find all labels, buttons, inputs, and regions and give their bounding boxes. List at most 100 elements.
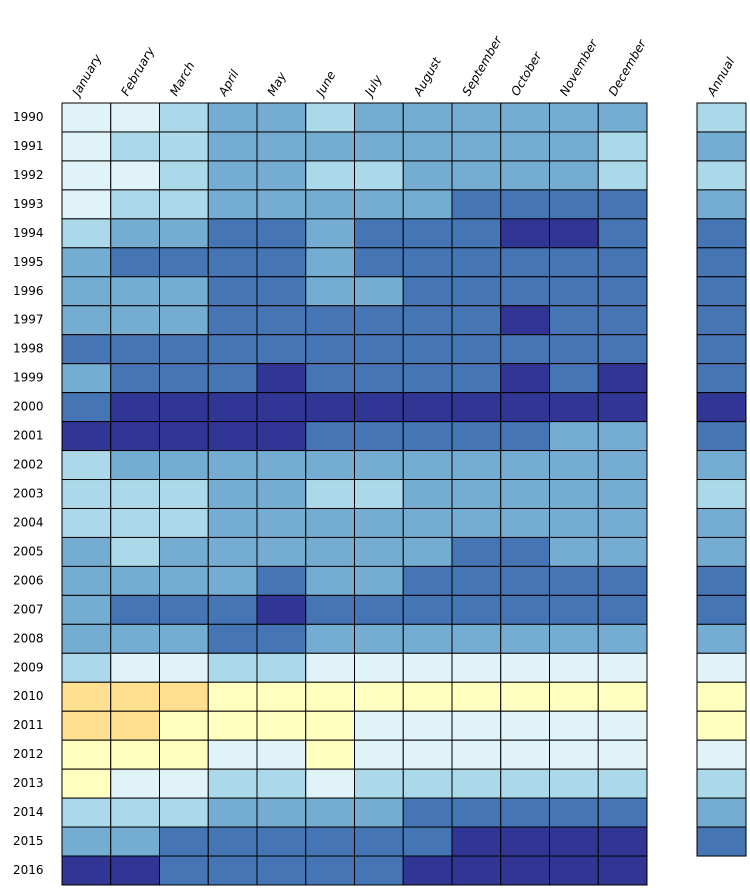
heatmap-cell bbox=[451, 247, 502, 278]
heatmap-cell bbox=[159, 305, 209, 336]
row-label: 2012 bbox=[13, 747, 44, 761]
heatmap-cell bbox=[256, 305, 307, 336]
heatmap-cell bbox=[354, 507, 404, 538]
heatmap-cell bbox=[207, 710, 258, 741]
heatmap-cell bbox=[549, 739, 599, 770]
heatmap-cell bbox=[61, 565, 112, 596]
heatmap-cell bbox=[256, 623, 307, 654]
heatmap-cell bbox=[61, 276, 112, 307]
heatmap-cell bbox=[402, 102, 453, 133]
heatmap-cell bbox=[110, 536, 160, 567]
heatmap-cell bbox=[110, 450, 160, 481]
heatmap-cell bbox=[402, 652, 453, 683]
heatmap-cell bbox=[597, 826, 648, 857]
heatmap-cell bbox=[597, 305, 648, 336]
heatmap-cell bbox=[256, 276, 307, 307]
heatmap-cell bbox=[402, 623, 453, 654]
annual-cell bbox=[696, 565, 747, 596]
heatmap-cell bbox=[159, 739, 209, 770]
heatmap-cell bbox=[207, 623, 258, 654]
annual-cell bbox=[696, 652, 747, 683]
heatmap-cell bbox=[110, 681, 160, 712]
annual-cell bbox=[696, 594, 747, 625]
heatmap-cell bbox=[305, 131, 355, 162]
row-label: 2016 bbox=[13, 863, 44, 877]
heatmap-cell bbox=[305, 797, 355, 828]
row-label: 2005 bbox=[13, 544, 44, 558]
heatmap-cell bbox=[549, 247, 599, 278]
heatmap-cell bbox=[207, 276, 258, 307]
annual-cell bbox=[696, 102, 747, 133]
heatmap-cell bbox=[61, 247, 112, 278]
heatmap-cell bbox=[159, 710, 209, 741]
heatmap-cell bbox=[549, 189, 599, 220]
heatmap-cell bbox=[207, 160, 258, 191]
heatmap-cell bbox=[354, 536, 404, 567]
heatmap-cell bbox=[207, 797, 258, 828]
heatmap-cell bbox=[549, 450, 599, 481]
row-label: 2007 bbox=[13, 602, 44, 616]
heatmap-cell bbox=[354, 565, 404, 596]
heatmap-cell bbox=[451, 305, 502, 336]
heatmap-cell bbox=[61, 160, 112, 191]
column-label: July bbox=[361, 72, 385, 100]
heatmap-cell bbox=[549, 652, 599, 683]
heatmap-cell bbox=[354, 334, 404, 365]
heatmap-cell bbox=[549, 826, 599, 857]
heatmap-cell bbox=[549, 218, 599, 249]
heatmap-cell bbox=[549, 710, 599, 741]
heatmap-cell bbox=[110, 710, 160, 741]
heatmap-cell bbox=[110, 160, 160, 191]
heatmap-cell bbox=[354, 594, 404, 625]
heatmap-cell bbox=[256, 681, 307, 712]
heatmap-cell bbox=[256, 826, 307, 857]
heatmap-cell bbox=[451, 565, 502, 596]
heatmap-cell bbox=[500, 276, 550, 307]
heatmap-cell bbox=[500, 392, 550, 423]
heatmap-cell bbox=[207, 594, 258, 625]
heatmap-cell bbox=[159, 392, 209, 423]
heatmap-cell bbox=[159, 681, 209, 712]
heatmap-cell bbox=[305, 247, 355, 278]
heatmap-cell bbox=[61, 536, 112, 567]
heatmap-cell bbox=[207, 826, 258, 857]
heatmap-cell bbox=[354, 855, 404, 886]
annual-cell bbox=[696, 479, 747, 509]
column-label: December bbox=[606, 36, 650, 98]
heatmap-cell bbox=[61, 507, 112, 538]
row-label: 1995 bbox=[13, 255, 44, 269]
column-label: Annual bbox=[704, 55, 738, 100]
row-label: 2015 bbox=[13, 834, 44, 848]
heatmap-cell bbox=[305, 479, 355, 509]
annual-cell bbox=[696, 710, 747, 741]
heatmap-cell bbox=[110, 392, 160, 423]
heatmap-cell bbox=[61, 131, 112, 162]
heatmap-cell bbox=[451, 623, 502, 654]
heatmap-cell bbox=[256, 102, 307, 133]
heatmap-cell bbox=[159, 102, 209, 133]
row-label: 1994 bbox=[13, 226, 44, 240]
heatmap-cell bbox=[305, 189, 355, 220]
heatmap-cell bbox=[451, 797, 502, 828]
annual-cell bbox=[696, 276, 747, 307]
heatmap-cell bbox=[451, 507, 502, 538]
heatmap-cell bbox=[207, 102, 258, 133]
heatmap-cell bbox=[305, 565, 355, 596]
row-label: 2006 bbox=[13, 573, 44, 587]
heatmap-cell bbox=[305, 507, 355, 538]
annual-cell bbox=[696, 218, 747, 249]
heatmap-cell bbox=[354, 392, 404, 423]
row-label: 2002 bbox=[13, 458, 44, 472]
heatmap-cell bbox=[159, 421, 209, 452]
heatmap-cell bbox=[159, 826, 209, 857]
heatmap-cell bbox=[402, 536, 453, 567]
heatmap-cell bbox=[402, 421, 453, 452]
heatmap-cell bbox=[61, 594, 112, 625]
heatmap-cell bbox=[402, 594, 453, 625]
row-label: 2010 bbox=[13, 689, 44, 703]
heatmap-cell bbox=[549, 102, 599, 133]
heatmap-cell bbox=[354, 131, 404, 162]
heatmap-cell bbox=[61, 392, 112, 423]
heatmap-cell bbox=[549, 507, 599, 538]
heatmap-cell bbox=[500, 681, 550, 712]
